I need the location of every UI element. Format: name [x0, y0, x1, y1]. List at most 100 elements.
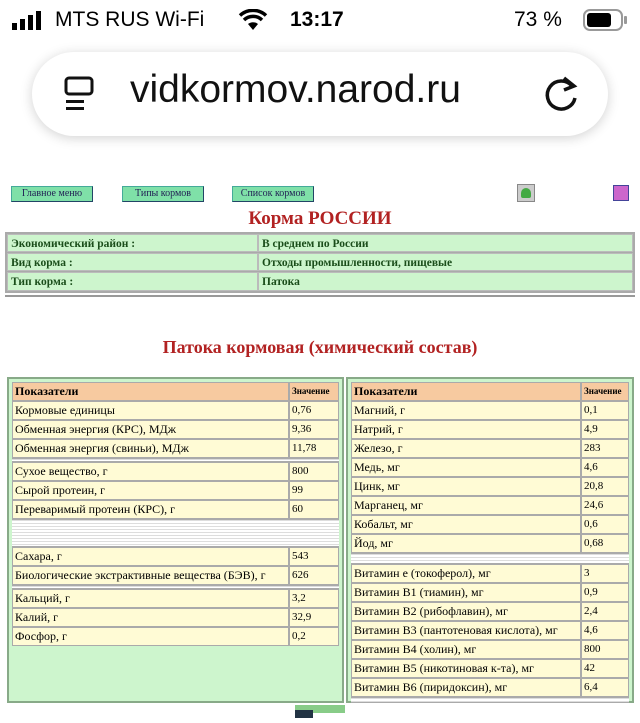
- indicator-value: 0,1: [581, 401, 629, 420]
- indicator-name: Натрий, г: [351, 420, 581, 439]
- table-row: Йод, мг 0,68: [351, 534, 629, 553]
- indicator-value: 11,78: [289, 439, 339, 458]
- indicator-value: 800: [581, 640, 629, 659]
- table-row: Витамин B3 (пантотеновая кислота), мг 4,6: [351, 621, 629, 640]
- indicator-name: Обменная энергия (свиньи), МДж: [12, 439, 289, 458]
- indicator-name: Сырой протеин, г: [12, 481, 289, 500]
- indicator-value: 3: [581, 564, 629, 583]
- info-label: Экономический район :: [7, 234, 258, 252]
- indicator-name: Витамин е (токоферол), мг: [351, 564, 581, 583]
- carrier: MTS RUS Wi-Fi: [55, 8, 205, 31]
- row-separator: [12, 585, 339, 589]
- indicator-name: Сухое вещество, г: [12, 462, 289, 481]
- signal-icon: [12, 10, 46, 36]
- indicator-name: Железо, г: [351, 439, 581, 458]
- header-value: Значение: [581, 382, 629, 401]
- table-row: Биологические экстрактивные вещества (БЭ…: [12, 566, 339, 585]
- indicator-value: 0,6: [581, 515, 629, 534]
- counter-badge[interactable]: [295, 705, 345, 718]
- indicator-value: 0,2: [289, 627, 339, 646]
- info-label: Тип корма :: [7, 272, 258, 291]
- url-text[interactable]: vidkormov.narod.ru: [130, 68, 461, 111]
- row-separator: [351, 553, 629, 564]
- divider: [5, 295, 635, 297]
- info-value: В среднем по России: [258, 234, 633, 252]
- table-row: Кормовые единицы 0,76: [12, 401, 339, 420]
- table-row: Марганец, мг 24,6: [351, 496, 629, 515]
- section-title: Патока кормовая (химический состав): [162, 337, 478, 357]
- indicator-value: 2,4: [581, 602, 629, 621]
- indicator-name: Цинк, мг: [351, 477, 581, 496]
- table-row: Обменная энергия (свиньи), МДж 11,78: [12, 439, 339, 458]
- table-row: Сахара, г 543: [12, 547, 339, 566]
- indicator-name: Кальций, г: [12, 589, 289, 608]
- reload-icon[interactable]: [542, 74, 582, 119]
- table-header: Показатели Значение: [12, 382, 339, 401]
- table-row: Кальций, г 3,2: [12, 589, 339, 608]
- indicator-name: Витамин B4 (холин), мг: [351, 640, 581, 659]
- table-row: Медь, мг 4,6: [351, 458, 629, 477]
- table-row: Фосфор, г 0,2: [12, 627, 339, 646]
- status-bar: MTS RUS Wi-Fi 13:17 73 %: [0, 0, 640, 40]
- indicator-name: Витамин B1 (тиамин), мг: [351, 583, 581, 602]
- info-value: Патока: [258, 272, 633, 291]
- left-table: Показатели Значение Кормовые единицы 0,76 …: [7, 377, 344, 703]
- indicator-value: 626: [289, 566, 339, 585]
- indicator-value: 24,6: [581, 496, 629, 515]
- indicator-value: 4,6: [581, 458, 629, 477]
- indicator-name: Витамин B2 (рибофлавин), мг: [351, 602, 581, 621]
- row-separator: [12, 458, 339, 462]
- indicator-value: 9,36: [289, 420, 339, 439]
- indicator-name: Биологические экстрактивные вещества (БЭ…: [12, 566, 289, 585]
- indicator-name: Сахара, г: [12, 547, 289, 566]
- table-row: Железо, г 283: [351, 439, 629, 458]
- info-row: Тип корма : Патока: [7, 272, 633, 291]
- info-row: Вид корма : Отходы промышленности, пищевы…: [7, 253, 633, 272]
- feed-list-button[interactable]: Список кормов: [232, 186, 314, 202]
- indicator-name: Витамин B3 (пантотеновая кислота), мг: [351, 621, 581, 640]
- table-row: Витамин B1 (тиамин), мг 0,9: [351, 583, 629, 602]
- indicator-name: Кобальт, мг: [351, 515, 581, 534]
- feed-types-button[interactable]: Типы кормов: [122, 186, 204, 202]
- indicator-name: Витамин B5 (никотиновая к-та), мг: [351, 659, 581, 678]
- table-row: Витамин е (токоферол), мг 3: [351, 564, 629, 583]
- indicator-name: Кормовые единицы: [12, 401, 289, 420]
- indicator-value: 4,9: [581, 420, 629, 439]
- main-menu-button[interactable]: Главное меню: [11, 186, 93, 202]
- home-icon[interactable]: [517, 184, 535, 202]
- battery-icon: [583, 9, 629, 37]
- print-icon[interactable]: [613, 185, 629, 201]
- indicator-name: Медь, мг: [351, 458, 581, 477]
- table-row: Сухое вещество, г 800: [12, 462, 339, 481]
- table-row: Витамин B2 (рибофлавин), мг 2,4: [351, 602, 629, 621]
- indicator-value: 283: [581, 439, 629, 458]
- indicator-name: Фосфор, г: [12, 627, 289, 646]
- header-name: Показатели: [12, 382, 289, 401]
- header-name: Показатели: [351, 382, 581, 401]
- indicator-value: 6,4: [581, 678, 629, 697]
- indicator-value: 60: [289, 500, 339, 519]
- indicator-name: Обменная энергия (КРС), МДж: [12, 420, 289, 439]
- table-row: Витамин B4 (холин), мг 800: [351, 640, 629, 659]
- indicator-name: Переваримый протеин (КРС), г: [12, 500, 289, 519]
- indicator-value: 4,6: [581, 621, 629, 640]
- table-row: Магний, г 0,1: [351, 401, 629, 420]
- table-row: Переваримый протеин (КРС), г 60: [12, 500, 339, 519]
- info-table: Экономический район :В среднем по России…: [5, 232, 635, 293]
- indicator-value: 543: [289, 547, 339, 566]
- table-row: Цинк, мг 20,8: [351, 477, 629, 496]
- indicator-name: Марганец, мг: [351, 496, 581, 515]
- wifi-icon: [238, 8, 268, 37]
- indicator-value: 42: [581, 659, 629, 678]
- indicator-value: 0,68: [581, 534, 629, 553]
- battery-percent: 73 %: [514, 8, 562, 31]
- info-label: Вид корма :: [7, 253, 258, 271]
- right-table: Показатели Значение Магний, г 0,1 Натрий, …: [346, 377, 634, 703]
- table-row: Обменная энергия (КРС), МДж 9,36: [12, 420, 339, 439]
- indicator-value: 99: [289, 481, 339, 500]
- page-menu-icon[interactable]: [64, 76, 94, 117]
- address-bar[interactable]: vidkormov.narod.ru: [32, 52, 608, 136]
- indicator-value: 0,9: [581, 583, 629, 602]
- info-row: Экономический район :В среднем по России: [7, 234, 633, 253]
- row-separator: [12, 519, 339, 547]
